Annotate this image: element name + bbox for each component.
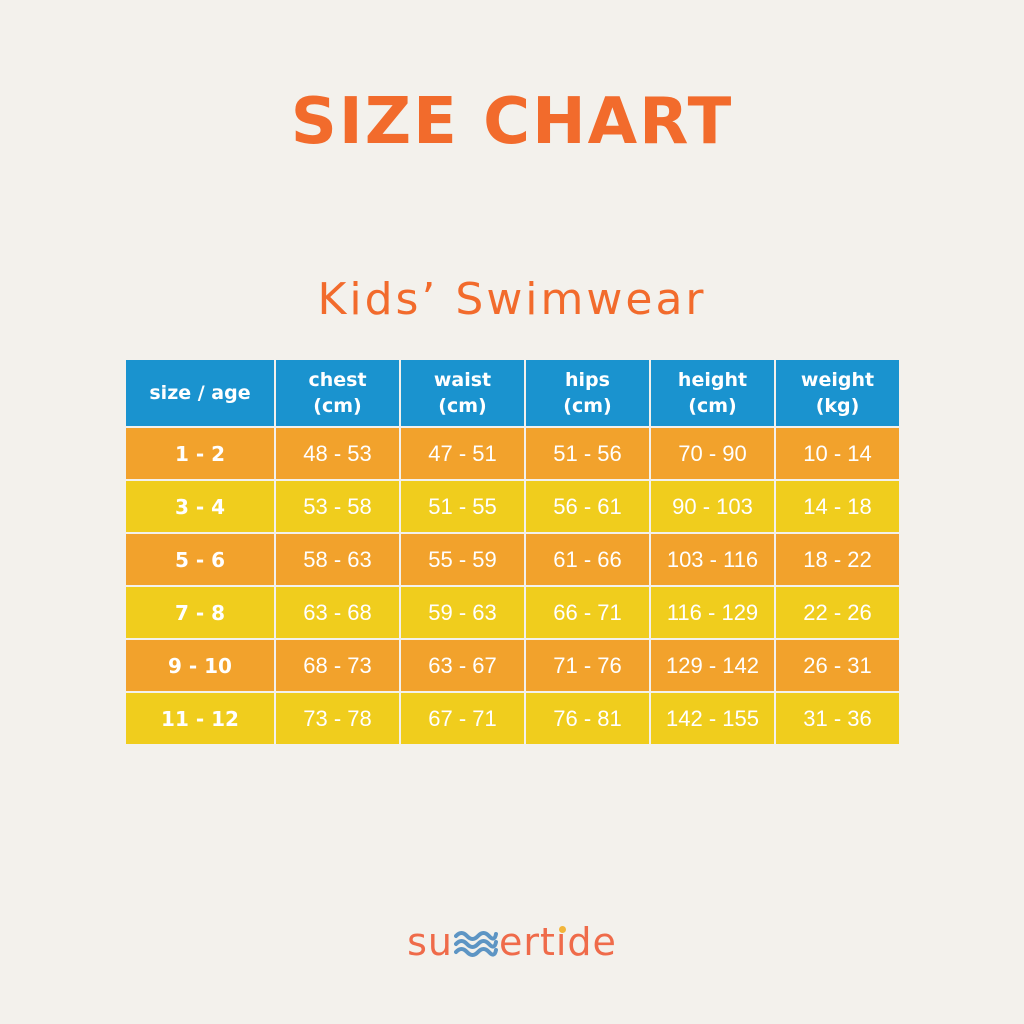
cell-age: 7 - 8: [124, 585, 276, 640]
cell-chest: 63 - 68: [274, 585, 401, 640]
cell-age: 3 - 4: [124, 479, 276, 534]
cell-chest: 48 - 53: [274, 426, 401, 481]
cell-weight: 31 - 36: [774, 691, 901, 746]
logo-dot-icon: [558, 926, 566, 933]
header-weight: weight (kg): [774, 358, 901, 428]
cell-waist: 47 - 51: [399, 426, 526, 481]
cell-height: 90 - 103: [649, 479, 776, 534]
cell-waist: 63 - 67: [399, 638, 526, 693]
cell-height: 129 - 142: [649, 638, 776, 693]
cell-age: 9 - 10: [124, 638, 276, 693]
header-size-age: size / age: [124, 358, 276, 428]
cell-weight: 10 - 14: [774, 426, 901, 481]
cell-hips: 76 - 81: [524, 691, 651, 746]
table-row: 9 - 10 68 - 73 63 - 67 71 - 76 129 - 142…: [124, 638, 901, 693]
header-chest: chest (cm): [274, 358, 401, 428]
cell-hips: 51 - 56: [524, 426, 651, 481]
cell-chest: 58 - 63: [274, 532, 401, 587]
cell-weight: 18 - 22: [774, 532, 901, 587]
cell-hips: 61 - 66: [524, 532, 651, 587]
cell-height: 103 - 116: [649, 532, 776, 587]
size-chart-table: size / age chest (cm) waist (cm) hips (cm) …: [124, 358, 901, 746]
cell-height: 116 - 129: [649, 585, 776, 640]
logo-text-middle: ert: [498, 920, 556, 964]
logo-text-suffix: de: [567, 920, 617, 964]
page-subtitle: Kids’ Swimwear: [317, 274, 707, 325]
wave-icon: [453, 930, 498, 957]
page-title: SIZE CHART: [290, 85, 734, 159]
table-row: 7 - 8 63 - 68 59 - 63 66 - 71 116 - 129 …: [124, 585, 901, 640]
cell-chest: 73 - 78: [274, 691, 401, 746]
cell-age: 1 - 2: [124, 426, 276, 481]
brand-logo: su ertı de: [0, 918, 1024, 966]
cell-age: 5 - 6: [124, 532, 276, 587]
table-header-row: size / age chest (cm) waist (cm) hips (cm) …: [124, 358, 901, 428]
header-height: height (cm): [649, 358, 776, 428]
cell-hips: 56 - 61: [524, 479, 651, 534]
table-row: 1 - 2 48 - 53 47 - 51 51 - 56 70 - 90 10…: [124, 426, 901, 481]
table-row: 11 - 12 73 - 78 67 - 71 76 - 81 142 - 15…: [124, 691, 901, 746]
cell-height: 70 - 90: [649, 426, 776, 481]
cell-weight: 26 - 31: [774, 638, 901, 693]
cell-hips: 66 - 71: [524, 585, 651, 640]
cell-weight: 14 - 18: [774, 479, 901, 534]
cell-waist: 51 - 55: [399, 479, 526, 534]
logo-letter-i: ı: [555, 920, 568, 964]
logo-text-prefix: su: [407, 920, 453, 964]
header-waist: waist (cm): [399, 358, 526, 428]
cell-weight: 22 - 26: [774, 585, 901, 640]
cell-waist: 67 - 71: [399, 691, 526, 746]
table-row: 5 - 6 58 - 63 55 - 59 61 - 66 103 - 116 …: [124, 532, 901, 587]
cell-chest: 68 - 73: [274, 638, 401, 693]
table-row: 3 - 4 53 - 58 51 - 55 56 - 61 90 - 103 1…: [124, 479, 901, 534]
cell-waist: 59 - 63: [399, 585, 526, 640]
cell-age: 11 - 12: [124, 691, 276, 746]
cell-hips: 71 - 76: [524, 638, 651, 693]
cell-height: 142 - 155: [649, 691, 776, 746]
cell-waist: 55 - 59: [399, 532, 526, 587]
cell-chest: 53 - 58: [274, 479, 401, 534]
header-hips: hips (cm): [524, 358, 651, 428]
